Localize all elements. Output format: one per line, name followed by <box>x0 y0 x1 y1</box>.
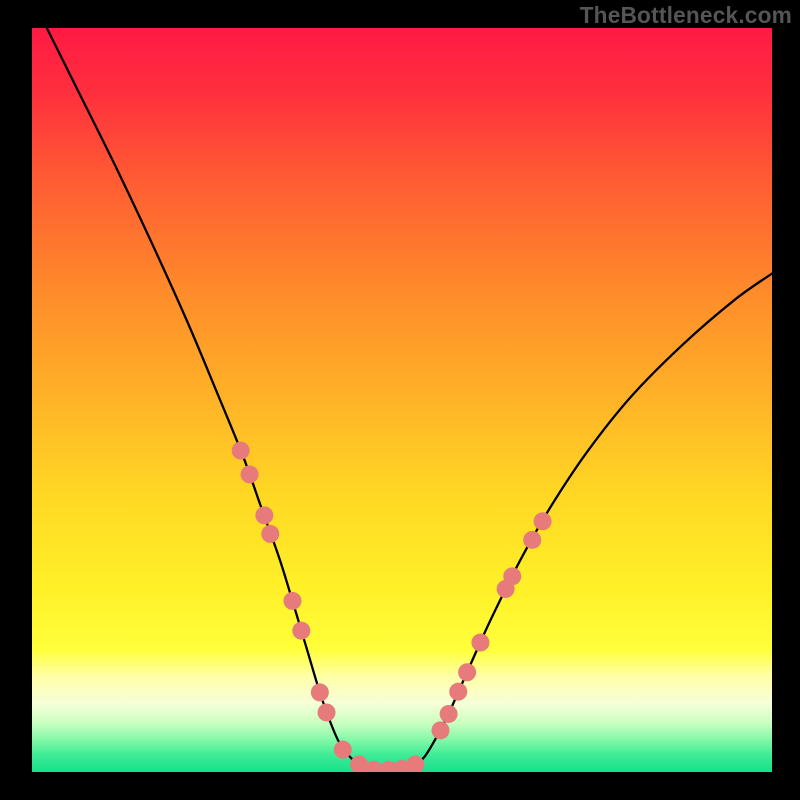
chart-stage: TheBottleneck.com <box>0 0 800 800</box>
marker-point <box>534 512 552 530</box>
marker-point <box>292 622 310 640</box>
plot-inner <box>32 28 772 772</box>
marker-point <box>283 592 301 610</box>
marker-point <box>334 741 352 759</box>
marker-point <box>261 525 279 543</box>
plot-frame <box>32 28 772 772</box>
marker-point <box>523 531 541 549</box>
bottleneck-curve-chart <box>32 28 772 772</box>
marker-point <box>471 634 489 652</box>
marker-point <box>318 703 336 721</box>
marker-point <box>311 683 329 701</box>
gradient-background <box>32 28 772 772</box>
marker-point <box>431 721 449 739</box>
marker-point <box>241 465 259 483</box>
marker-point <box>503 567 521 585</box>
marker-point <box>458 663 476 681</box>
marker-point <box>232 442 250 460</box>
marker-point <box>449 683 467 701</box>
marker-point <box>440 705 458 723</box>
marker-point <box>255 506 273 524</box>
watermark-text: TheBottleneck.com <box>580 2 792 29</box>
